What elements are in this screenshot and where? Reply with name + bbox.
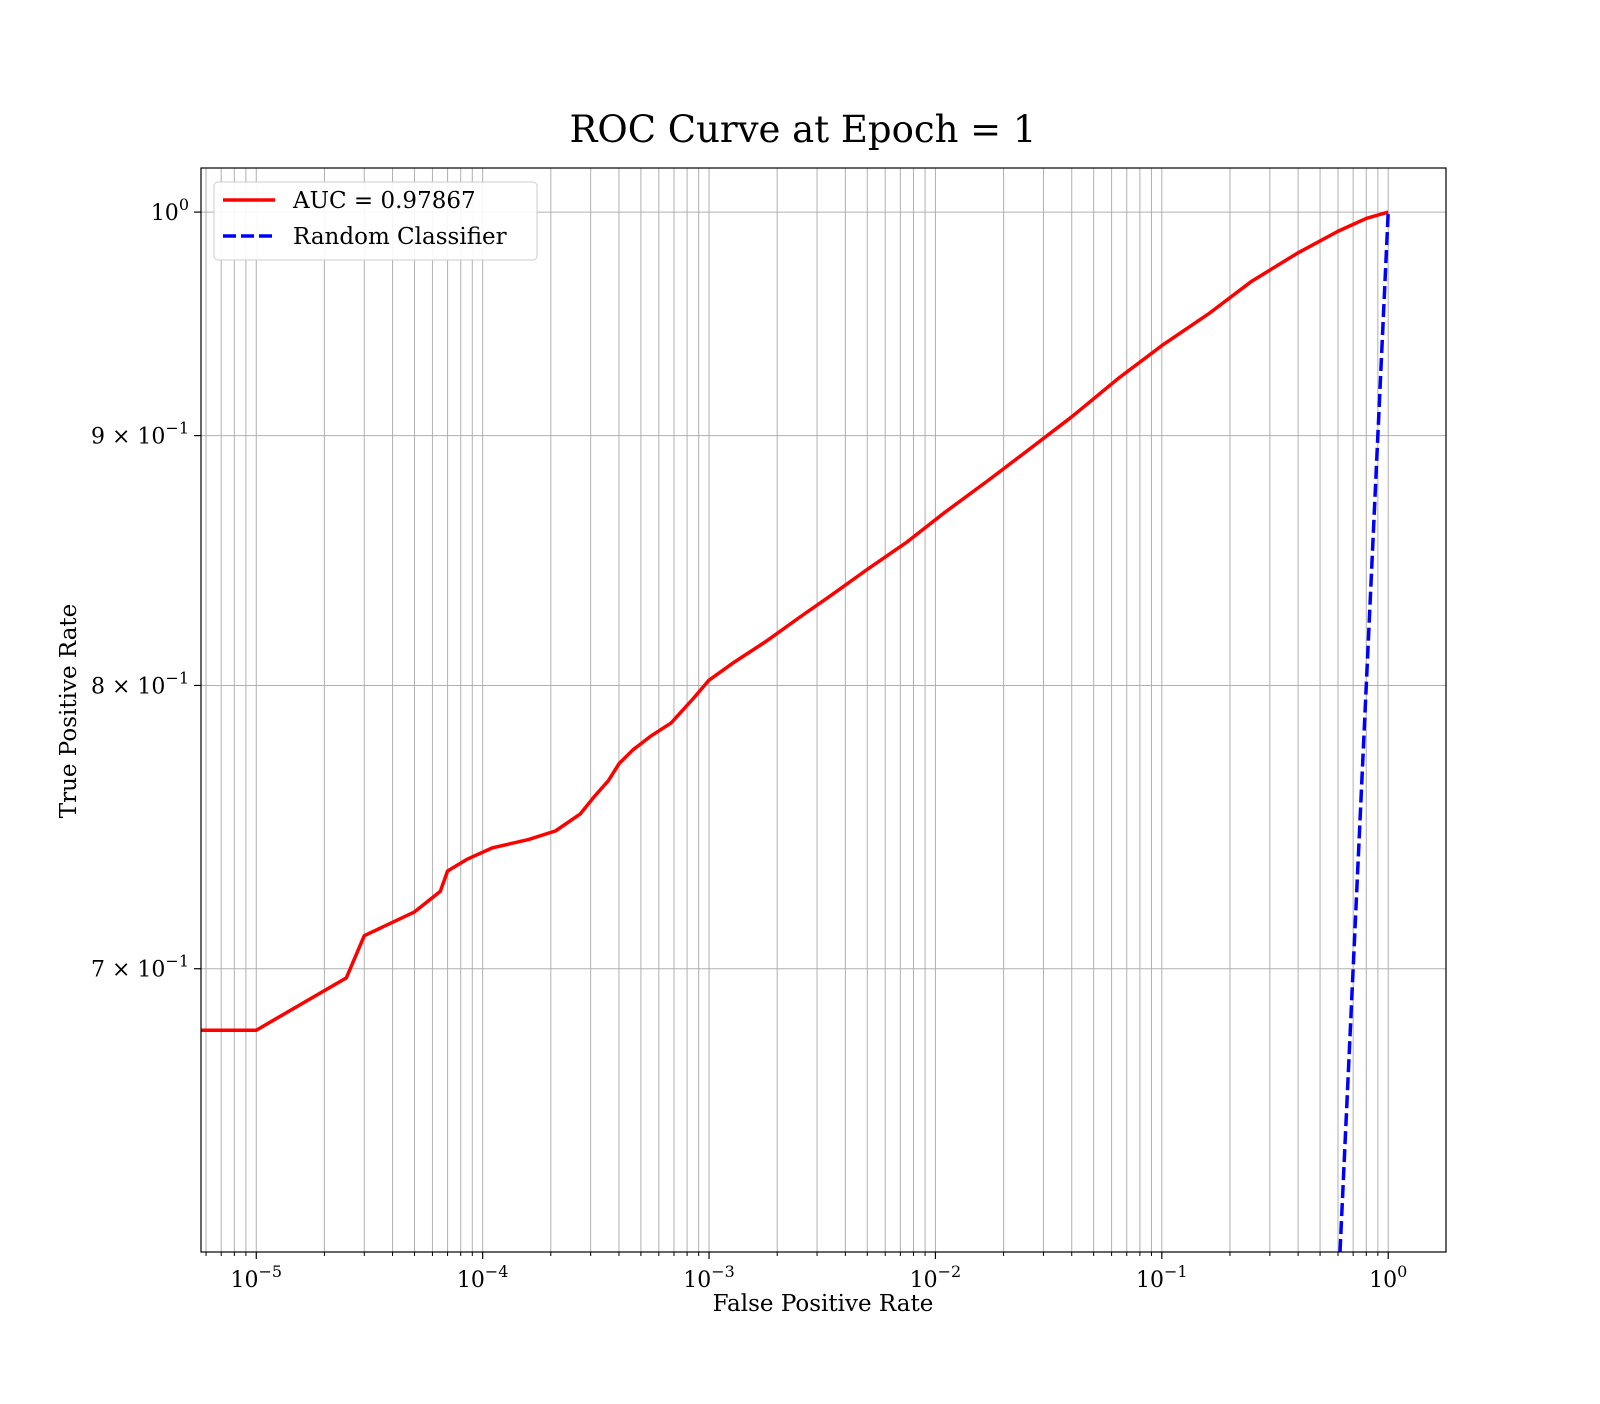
x-axis-label: False Positive Rate	[713, 1291, 934, 1317]
series-layer	[201, 210, 1390, 1252]
y-axis-label: True Positive Rate	[56, 604, 82, 819]
y-tick-label: 9 × 10−1	[91, 419, 189, 450]
legend-entry-random: Random Classifier	[293, 224, 507, 250]
grid-lines	[201, 168, 1446, 1252]
y-axis-ticks: 100 9 × 10−1 8 × 10−1 7 × 10−1	[91, 195, 201, 983]
legend: AUC = 0.97867 Random Classifier	[213, 181, 538, 261]
y-tick-label: 8 × 10−1	[91, 668, 189, 699]
x-tick-label: 10−5	[230, 1262, 282, 1293]
series-roc-curve	[201, 210, 1389, 1032]
series-random-classifier	[1338, 212, 1390, 1252]
x-tick-label: 10−2	[910, 1262, 962, 1293]
x-tick-label: 100	[1369, 1262, 1407, 1293]
legend-entry-roc: AUC = 0.97867	[292, 188, 476, 214]
x-tick-label: 10−4	[457, 1262, 509, 1293]
chart-title: ROC Curve at Epoch = 1	[570, 108, 1037, 151]
y-tick-label: 7 × 10−1	[91, 952, 189, 983]
x-axis-ticks: 10−5 10−4 10−3 10−2 10−1 100	[205, 1252, 1407, 1293]
x-tick-label: 10−1	[1136, 1262, 1188, 1293]
y-tick-label: 100	[151, 195, 189, 226]
legend-box	[213, 181, 538, 261]
plot-frame	[200, 167, 1447, 1253]
x-tick-label: 10−3	[683, 1262, 735, 1293]
